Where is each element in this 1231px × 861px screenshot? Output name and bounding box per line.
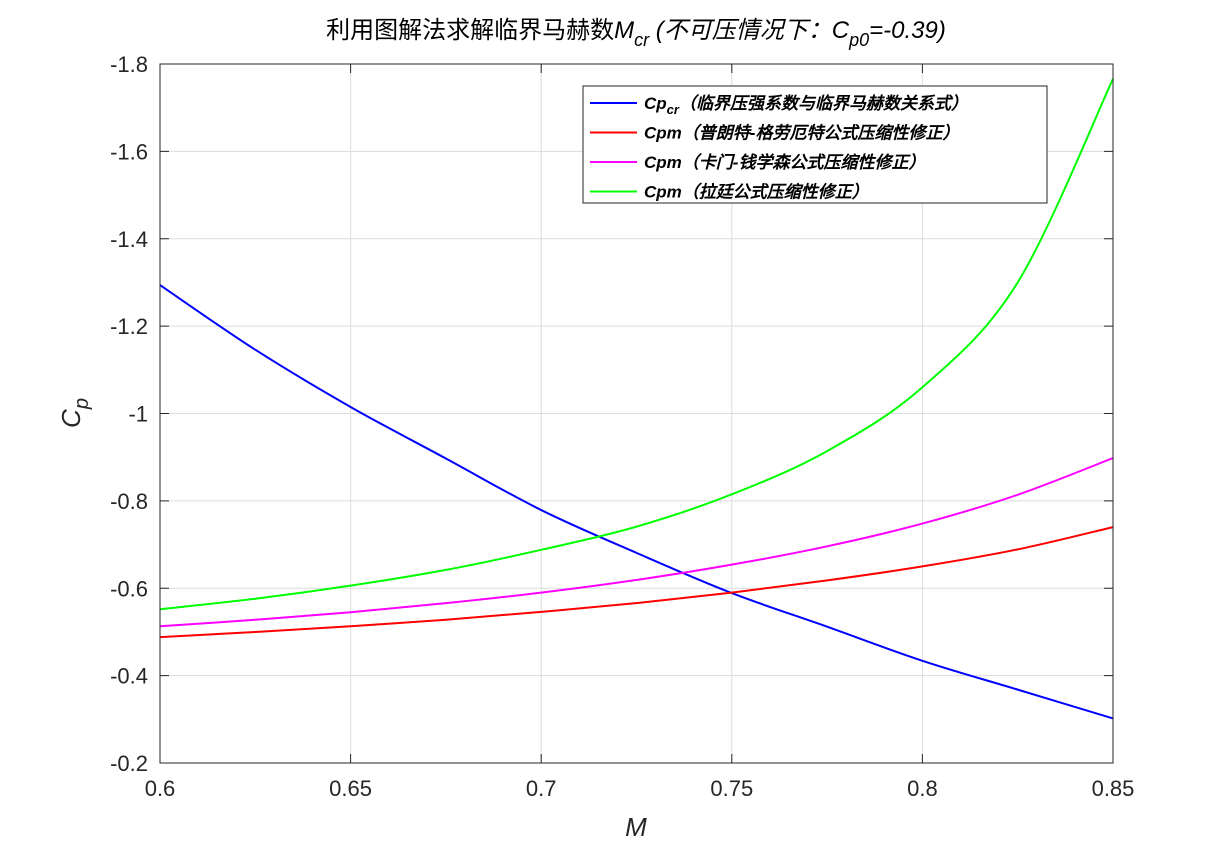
series-line-cpm-prandtl-glauert (159, 526, 1114, 639)
x-tick-label: 0.8 (907, 776, 938, 801)
chart-title: 利用图解法求解临界马赫数Mcr (不可压情况下：Cp0=-0.39) (326, 17, 946, 50)
y-tick-label: -1.6 (110, 139, 148, 164)
y-tick-label: -0.2 (110, 751, 148, 776)
legend-label-cpm-karman-tsien: Cpm（卡门-钱学森公式压缩性修正） (644, 153, 925, 172)
y-tick-label: -1.8 (110, 52, 148, 77)
series-line-cpm-laitone (159, 78, 1114, 611)
title-suffix-2: =-0.39) (869, 17, 946, 44)
y-tick-label: -0.4 (110, 664, 148, 689)
y-tick-label: -0.6 (110, 576, 148, 601)
y-tick-label: -1 (128, 402, 148, 427)
legend-box (582, 85, 1048, 204)
series-lines (159, 78, 1114, 720)
y-axis-label: Cp (56, 398, 93, 428)
title-cp-main: C (832, 17, 850, 44)
legend-label-cpm-laitone: Cpm（拉廷公式压缩性修正） (644, 183, 869, 202)
y-axis-label-sub: p (71, 398, 93, 410)
legend-label-cpcr: Cpcr（临界压强系数与临界马赫数关系式） (644, 94, 968, 117)
legend-label-cpm-prandtl-glauert: Cpm（普朗特-格劳厄特公式压缩性修正） (644, 124, 959, 143)
x-tick-label: 0.7 (526, 776, 557, 801)
legend: Cpcr（临界压强系数与临界马赫数关系式） Cpm（普朗特-格劳厄特公式压缩性修正… (582, 85, 1048, 204)
series-line-cpm-karman-tsien (159, 457, 1114, 628)
y-tick-label: -1.2 (110, 314, 148, 339)
x-tick-label: 0.65 (329, 776, 372, 801)
y-axis-label-main: C (56, 409, 86, 428)
ticks: 0.6 0.65 0.7 0.75 0.8 0.85 -0.2 -0.4 -0.6 -0.8 -1 -… (110, 52, 1134, 801)
title-prefix: 利用图解法求解临界马赫数 (326, 17, 614, 44)
title-suffix-1: (不可压情况下： (649, 17, 832, 44)
title-var-sub: cr (634, 30, 650, 50)
title-cp-sub: p0 (848, 30, 869, 50)
x-tick-label: 0.85 (1092, 776, 1135, 801)
y-tick-label: -1.4 (110, 227, 148, 252)
title-var-main: M (614, 17, 634, 44)
y-tick-label: -0.8 (110, 489, 148, 514)
x-tick-label: 0.6 (145, 776, 176, 801)
x-tick-label: 0.75 (710, 776, 753, 801)
series-line-cpcr (159, 284, 1114, 720)
x-axis-label: M (625, 812, 647, 842)
